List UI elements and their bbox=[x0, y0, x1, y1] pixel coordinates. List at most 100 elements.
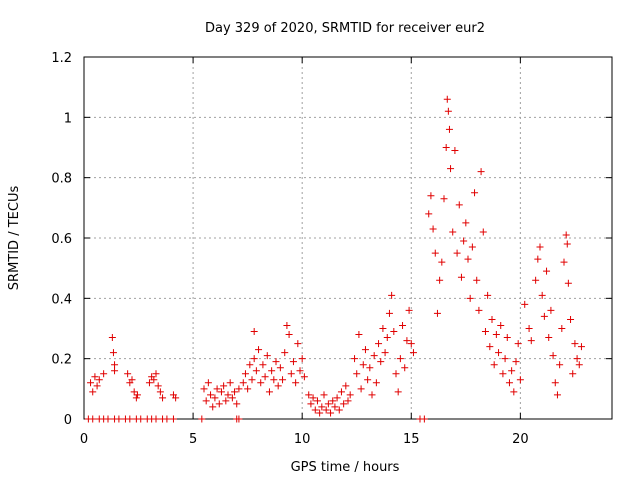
data-point bbox=[274, 382, 282, 390]
data-point bbox=[427, 192, 435, 200]
data-point bbox=[309, 394, 317, 402]
data-point bbox=[377, 358, 385, 366]
data-point bbox=[342, 382, 350, 390]
data-point bbox=[440, 195, 448, 203]
data-point bbox=[453, 249, 461, 257]
data-point bbox=[169, 415, 177, 423]
data-point bbox=[436, 276, 444, 284]
data-point bbox=[473, 276, 481, 284]
data-point bbox=[200, 385, 208, 393]
data-point bbox=[156, 388, 164, 396]
data-point bbox=[257, 379, 265, 387]
data-point bbox=[241, 370, 249, 378]
data-point bbox=[250, 328, 258, 336]
data-point bbox=[250, 355, 258, 363]
data-point bbox=[403, 337, 411, 345]
data-point bbox=[152, 415, 160, 423]
data-point bbox=[361, 346, 369, 354]
data-point bbox=[126, 415, 134, 423]
data-point bbox=[484, 291, 492, 299]
data-point bbox=[381, 349, 389, 357]
data-point bbox=[577, 343, 585, 351]
data-point bbox=[447, 165, 455, 173]
data-point bbox=[324, 400, 332, 408]
data-point bbox=[543, 267, 551, 275]
data-point bbox=[95, 376, 103, 384]
data-point bbox=[224, 391, 232, 399]
data-point bbox=[375, 340, 383, 348]
data-point bbox=[407, 340, 415, 348]
data-point bbox=[289, 358, 297, 366]
data-point bbox=[442, 144, 450, 151]
data-point bbox=[270, 376, 278, 384]
data-point bbox=[379, 325, 387, 332]
data-point bbox=[111, 367, 119, 375]
data-point bbox=[294, 340, 302, 348]
data-point bbox=[246, 361, 254, 369]
data-point bbox=[563, 240, 571, 248]
data-point bbox=[392, 370, 400, 378]
y-tick-label: 0.2 bbox=[51, 353, 72, 368]
data-point bbox=[133, 391, 141, 399]
data-point bbox=[111, 361, 119, 369]
data-point bbox=[549, 352, 557, 360]
grid-lines bbox=[84, 57, 612, 419]
x-tick-label: 20 bbox=[512, 432, 529, 447]
data-point bbox=[172, 394, 180, 402]
data-point bbox=[512, 358, 520, 366]
data-point bbox=[516, 376, 524, 384]
y-tick-label: 0.8 bbox=[51, 172, 72, 187]
data-point bbox=[464, 255, 472, 263]
data-point bbox=[130, 388, 138, 396]
data-point bbox=[272, 358, 280, 366]
data-point bbox=[497, 321, 505, 329]
data-point bbox=[477, 168, 485, 176]
data-point bbox=[355, 331, 363, 339]
data-point bbox=[154, 382, 162, 390]
data-point bbox=[409, 349, 417, 357]
data-point bbox=[276, 364, 284, 372]
data-point bbox=[368, 391, 376, 399]
data-point bbox=[534, 255, 542, 263]
data-point bbox=[132, 394, 140, 402]
data-points bbox=[84, 95, 585, 423]
y-tick-label: 1.2 bbox=[51, 51, 72, 66]
data-point bbox=[344, 397, 352, 405]
y-tick-label: 0 bbox=[64, 413, 72, 428]
data-point bbox=[567, 315, 575, 323]
data-point bbox=[460, 237, 468, 245]
data-point bbox=[220, 382, 228, 390]
data-point bbox=[540, 312, 548, 320]
y-tick-label: 1 bbox=[64, 111, 72, 126]
data-point bbox=[385, 309, 393, 317]
data-point bbox=[488, 315, 496, 323]
data-point bbox=[527, 337, 535, 345]
data-point bbox=[255, 346, 263, 354]
data-point bbox=[457, 273, 465, 281]
data-point bbox=[327, 409, 335, 417]
data-point bbox=[514, 340, 522, 348]
data-point bbox=[215, 400, 223, 408]
data-point bbox=[443, 95, 451, 103]
data-point bbox=[228, 394, 236, 402]
x-tick-label: 0 bbox=[80, 432, 88, 447]
data-point bbox=[532, 276, 540, 284]
data-point bbox=[383, 334, 391, 342]
data-point bbox=[89, 388, 97, 396]
data-point bbox=[235, 385, 243, 393]
data-point bbox=[545, 334, 553, 342]
data-point bbox=[399, 321, 407, 329]
data-point bbox=[451, 147, 459, 155]
data-point bbox=[202, 397, 210, 405]
data-point bbox=[558, 325, 566, 332]
plot-frame bbox=[83, 56, 613, 420]
y-tick-label: 0.4 bbox=[51, 292, 72, 307]
data-point bbox=[222, 397, 230, 405]
data-point bbox=[337, 388, 345, 396]
data-point bbox=[300, 373, 308, 381]
data-point bbox=[259, 361, 267, 369]
data-point bbox=[501, 355, 509, 363]
data-point bbox=[475, 306, 483, 314]
data-point bbox=[353, 370, 361, 378]
data-point bbox=[444, 107, 452, 115]
